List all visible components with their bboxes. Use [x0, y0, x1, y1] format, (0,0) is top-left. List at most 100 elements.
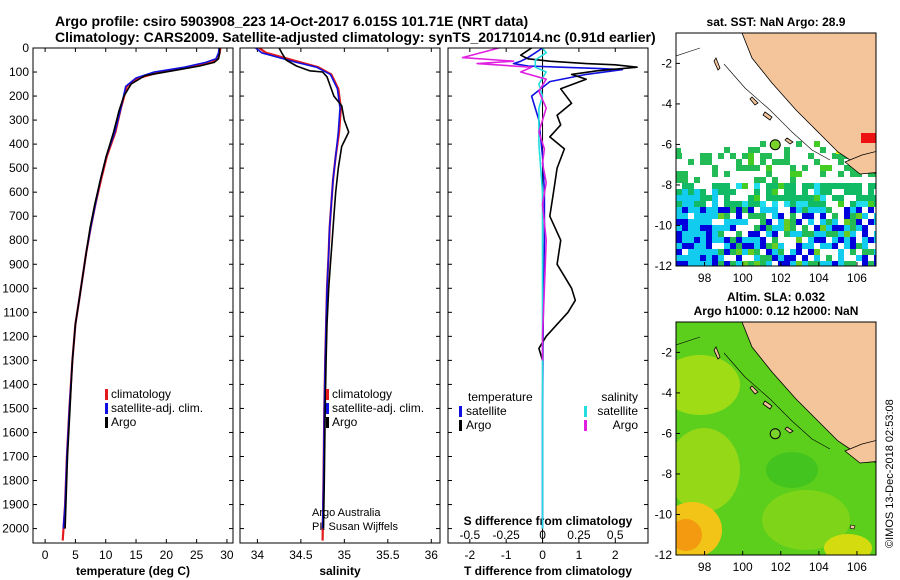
sst-cell	[838, 171, 844, 177]
sst-grid-cells	[676, 135, 876, 266]
sst-cell	[814, 141, 820, 147]
sst-cell	[814, 231, 820, 237]
argo-location-marker	[769, 139, 781, 151]
sst-cell	[766, 231, 772, 237]
sst-cell	[850, 213, 856, 219]
legend-swatch	[105, 389, 108, 400]
sst-cell	[808, 243, 814, 249]
sst-cell	[850, 249, 856, 255]
sst-cell	[742, 207, 748, 213]
sst-cell	[856, 219, 862, 225]
legend-swatch	[105, 403, 108, 414]
sst-cell	[742, 153, 748, 159]
mentawai-islands	[713, 57, 794, 145]
sst-cell	[820, 219, 826, 225]
sst-cell	[730, 219, 736, 225]
sst-cell	[718, 225, 724, 231]
sst-cell	[868, 171, 874, 177]
sst-cell	[724, 189, 730, 195]
sla-map-title: Altim. SLA: 0.032	[727, 290, 825, 304]
sst-cell	[802, 207, 808, 213]
sst-cell	[688, 231, 694, 237]
sst-cell	[820, 213, 826, 219]
figure-title-line2: Climatology: CARS2009. Satellite-adjuste…	[55, 29, 656, 45]
sst-cell	[820, 201, 826, 207]
sst-cell	[856, 171, 862, 177]
sst-cell	[874, 249, 876, 255]
sst-cell	[724, 249, 730, 255]
sst-cell	[676, 261, 682, 266]
sst-cell	[772, 195, 778, 201]
sst-cell	[754, 201, 760, 207]
sst-cell	[856, 207, 862, 213]
legend-label: satellite-adj. clim.	[332, 401, 424, 415]
sst-cell	[766, 171, 772, 177]
figure-title-line1: Argo profile: csiro 5903908_223 14-Oct-2…	[55, 13, 528, 29]
sst-cell	[736, 159, 742, 165]
legend-swatch	[584, 420, 587, 431]
sst-cell	[724, 171, 730, 177]
salinity-frame	[239, 47, 441, 544]
sst-cell	[808, 195, 814, 201]
sst-cell	[844, 219, 850, 225]
sst-cell	[790, 195, 796, 201]
sst-cell	[676, 201, 682, 207]
sst-cell	[826, 243, 832, 249]
sst-map-title: sat. SST: NaN Argo: 28.9	[707, 15, 846, 29]
map-y-tick-label: -2	[661, 56, 672, 70]
sst-cell	[712, 189, 718, 195]
sst-cell	[826, 219, 832, 225]
sst-cell	[808, 213, 814, 219]
sst-cell	[832, 213, 838, 219]
s-tick-label: 0.25	[567, 528, 591, 542]
profile-panels: 0100200300400500600700800900100011001200…	[2, 41, 649, 578]
sst-cell	[736, 249, 742, 255]
sst-cell	[682, 237, 688, 243]
sst-cell	[706, 225, 712, 231]
sst-cell	[694, 207, 700, 213]
map-y-tick-label: -6	[661, 137, 672, 151]
sst-cell	[742, 249, 748, 255]
sst-cell	[676, 171, 682, 177]
x-axis-label: salinity	[319, 564, 361, 578]
sst-cell	[814, 225, 820, 231]
sst-cell	[772, 243, 778, 249]
sst-cell	[682, 219, 688, 225]
x-tick-label: 20	[160, 548, 174, 562]
sst-map-panel: sat. SST: NaN Argo: 28.9 98 100 102 104 106 -…	[655, 15, 877, 285]
sst-cell	[790, 183, 796, 189]
sst-cell	[694, 201, 700, 207]
sst-cell	[832, 261, 838, 266]
sst-cell	[844, 225, 850, 231]
sst-cell	[808, 237, 814, 243]
sst-cell	[844, 183, 850, 189]
sst-cell	[682, 177, 688, 183]
sst-cell	[682, 171, 688, 177]
sst-cell	[736, 207, 742, 213]
sst-cell	[682, 207, 688, 213]
sst-cell	[724, 219, 730, 225]
x-tick-label: 34	[251, 548, 265, 562]
sst-cell	[808, 231, 814, 237]
sst-cell	[754, 195, 760, 201]
sst-cell	[862, 201, 868, 207]
sst-cell	[790, 225, 796, 231]
sst-cell	[862, 261, 868, 266]
sst-cell	[784, 189, 790, 195]
x-axis-label: T difference from climatology	[464, 564, 632, 578]
sst-cell	[772, 201, 778, 207]
sst-cell	[802, 213, 808, 219]
temperature-panel: 0100200300400500600700800900100011001200…	[2, 41, 234, 578]
sst-cell	[796, 195, 802, 201]
sst-cell	[802, 243, 808, 249]
sst-cell	[718, 249, 724, 255]
sst-cell	[796, 207, 802, 213]
sst-cell	[838, 261, 844, 266]
sst-cell	[748, 201, 754, 207]
sst-cell	[790, 207, 796, 213]
sst-cell	[712, 207, 718, 213]
sst-cell	[688, 243, 694, 249]
sst-cell	[814, 183, 820, 189]
sst-cell	[820, 237, 826, 243]
sst-cell	[706, 219, 712, 225]
